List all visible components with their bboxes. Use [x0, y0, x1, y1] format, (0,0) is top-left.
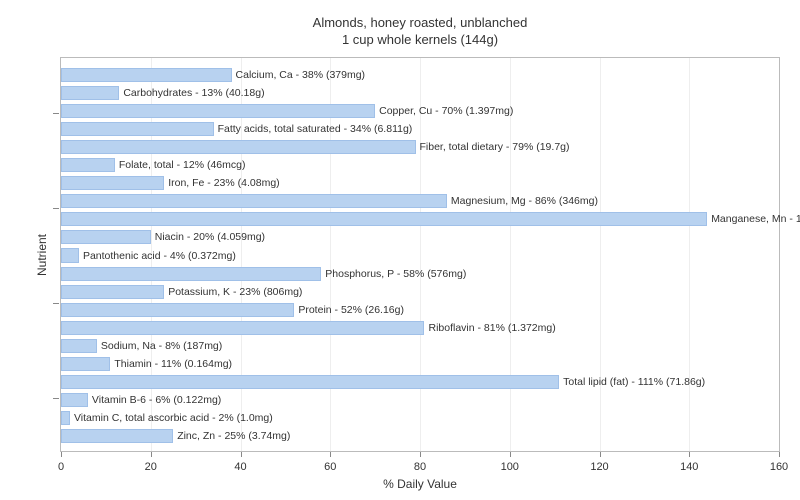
x-tick-label: 60	[324, 461, 336, 473]
nutrient-bar-label: Sodium, Na - 8% (187mg)	[101, 340, 222, 352]
x-tick-label: 140	[680, 461, 698, 473]
nutrient-bar-label: Iron, Fe - 23% (4.08mg)	[168, 177, 279, 189]
nutrient-bar	[61, 104, 375, 118]
nutrient-bar	[61, 303, 294, 317]
nutrient-bar	[61, 285, 164, 299]
nutrient-bar-label: Vitamin C, total ascorbic acid - 2% (1.0…	[74, 412, 273, 424]
nutrient-bar	[61, 393, 88, 407]
x-tick-label: 100	[501, 461, 519, 473]
nutrient-bar	[61, 194, 447, 208]
x-tick-label: 160	[770, 461, 788, 473]
nutrient-bar-label: Copper, Cu - 70% (1.397mg)	[379, 105, 513, 117]
y-tick	[53, 208, 59, 209]
nutrient-bar	[61, 248, 79, 262]
nutrient-bar-label: Folate, total - 12% (46mcg)	[119, 159, 246, 171]
nutrient-bar-label: Calcium, Ca - 38% (379mg)	[236, 69, 366, 81]
nutrient-bar-label: Zinc, Zn - 25% (3.74mg)	[177, 430, 290, 442]
x-tick	[61, 452, 62, 457]
nutrient-bar-label: Thiamin - 11% (0.164mg)	[114, 358, 232, 370]
y-tick	[53, 113, 59, 114]
y-axis-label: Nutrient	[35, 233, 49, 275]
chart-title-line2: 1 cup whole kernels (144g)	[60, 32, 780, 47]
nutrient-bar	[61, 176, 164, 190]
nutrient-bar	[61, 357, 110, 371]
nutrient-bar	[61, 68, 232, 82]
nutrient-bar	[61, 230, 151, 244]
x-tick-label: 20	[145, 461, 157, 473]
x-tick-label: 40	[234, 461, 246, 473]
nutrient-bar-label: Riboflavin - 81% (1.372mg)	[428, 322, 555, 334]
nutrient-bar-label: Carbohydrates - 13% (40.18g)	[123, 87, 264, 99]
x-tick	[779, 452, 780, 457]
plot-area: Nutrient % Daily Value 02040608010012014…	[60, 57, 780, 452]
nutrient-bar-label: Potassium, K - 23% (806mg)	[168, 286, 302, 298]
x-tick-label: 0	[58, 461, 64, 473]
chart-title-line1: Almonds, honey roasted, unblanched	[60, 15, 780, 30]
nutrient-bar	[61, 339, 97, 353]
y-tick	[53, 303, 59, 304]
nutrient-bar-label: Protein - 52% (26.16g)	[298, 304, 404, 316]
grid-line	[600, 58, 601, 451]
nutrient-bar-label: Phosphorus, P - 58% (576mg)	[325, 268, 466, 280]
x-axis-label: % Daily Value	[383, 477, 457, 491]
x-tick-label: 120	[590, 461, 608, 473]
nutrient-bar	[61, 267, 321, 281]
nutrient-bar-label: Manganese, Mn - 144% (2.884mg)	[711, 213, 800, 225]
nutrient-bar-label: Total lipid (fat) - 111% (71.86g)	[563, 376, 705, 388]
nutrient-bar-label: Fatty acids, total saturated - 34% (6.81…	[218, 123, 413, 135]
nutrient-bar-label: Niacin - 20% (4.059mg)	[155, 231, 265, 243]
x-tick	[330, 452, 331, 457]
y-tick	[53, 398, 59, 399]
nutrient-bar-label: Fiber, total dietary - 79% (19.7g)	[420, 141, 570, 153]
nutrient-bar	[61, 140, 416, 154]
nutrient-bar	[61, 375, 559, 389]
x-tick	[689, 452, 690, 457]
nutrient-chart: Almonds, honey roasted, unblanched 1 cup…	[0, 0, 800, 500]
nutrient-bar-label: Vitamin B-6 - 6% (0.122mg)	[92, 394, 221, 406]
nutrient-bar	[61, 122, 214, 136]
x-tick-label: 80	[414, 461, 426, 473]
nutrient-bar-label: Magnesium, Mg - 86% (346mg)	[451, 195, 598, 207]
x-tick	[510, 452, 511, 457]
nutrient-bar	[61, 158, 115, 172]
x-tick	[151, 452, 152, 457]
x-tick	[600, 452, 601, 457]
nutrient-bar	[61, 321, 424, 335]
grid-line	[689, 58, 690, 451]
nutrient-bar	[61, 429, 173, 443]
x-tick	[420, 452, 421, 457]
nutrient-bar	[61, 86, 119, 100]
nutrient-bar	[61, 212, 707, 226]
nutrient-bar	[61, 411, 70, 425]
nutrient-bar-label: Pantothenic acid - 4% (0.372mg)	[83, 250, 236, 262]
x-tick	[241, 452, 242, 457]
